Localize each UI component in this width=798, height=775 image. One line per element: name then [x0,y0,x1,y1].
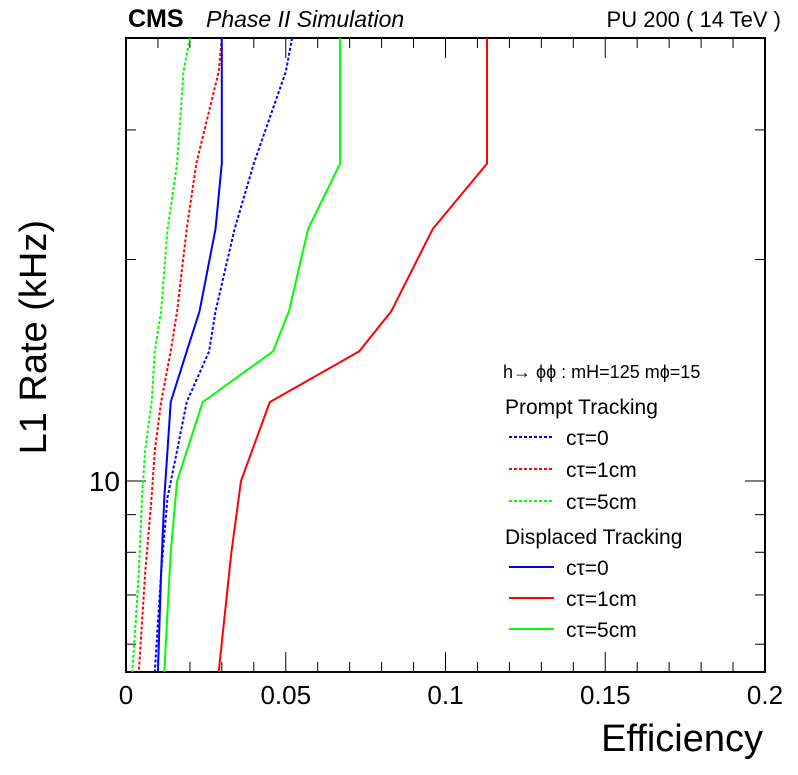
y-axis-title: L1 Rate (kHz) [13,220,55,454]
x-axis-title: Efficiency [601,718,763,760]
legend-label: cτ=1cm [566,588,637,611]
series-displaced-4 [217,38,488,673]
status-label: Phase II Simulation [206,6,404,32]
series-displaced-5 [163,38,342,673]
y-tick-label: 10 [89,466,120,497]
legend-header: h→ ϕϕ : mH=125 mϕ=15 [503,362,700,382]
legend-label: cτ=5cm [566,491,637,514]
x-tick-label: 0.05 [260,680,311,710]
legend-label: cτ=0 [566,557,609,580]
x-tick-label: 0.15 [580,680,631,710]
legend-label: cτ=1cm [566,459,637,482]
legend-label: cτ=5cm [566,619,637,642]
x-tick-label: 0 [119,680,133,710]
conditions-label: PU 200 ( 14 TeV ) [607,7,781,32]
series-prompt-0 [153,37,294,673]
series-displaced-3 [156,38,223,673]
x-tick-labels: 0 0.05 0.1 0.15 0.2 [119,680,783,710]
x-tick-label: 0.1 [427,680,463,710]
cms-label: CMS [128,5,184,33]
axis-ticks [125,37,766,672]
legend: h→ ϕϕ : mH=125 mϕ=15 Prompt Tracking Dis… [503,362,700,642]
legend-label: cτ=0 [566,427,609,450]
legend-entries: cτ=0 cτ=1cm cτ=5cm cτ=0 cτ=1cm cτ=5cm [509,427,637,642]
legend-group-displaced: Displaced Tracking [505,526,682,549]
y-tick-labels: 10 [89,466,120,497]
series-prompt-2 [131,37,191,673]
x-tick-label: 0.2 [747,680,783,710]
series-prompt-1 [137,37,223,673]
legend-group-prompt: Prompt Tracking [505,396,658,419]
curves [131,37,488,673]
